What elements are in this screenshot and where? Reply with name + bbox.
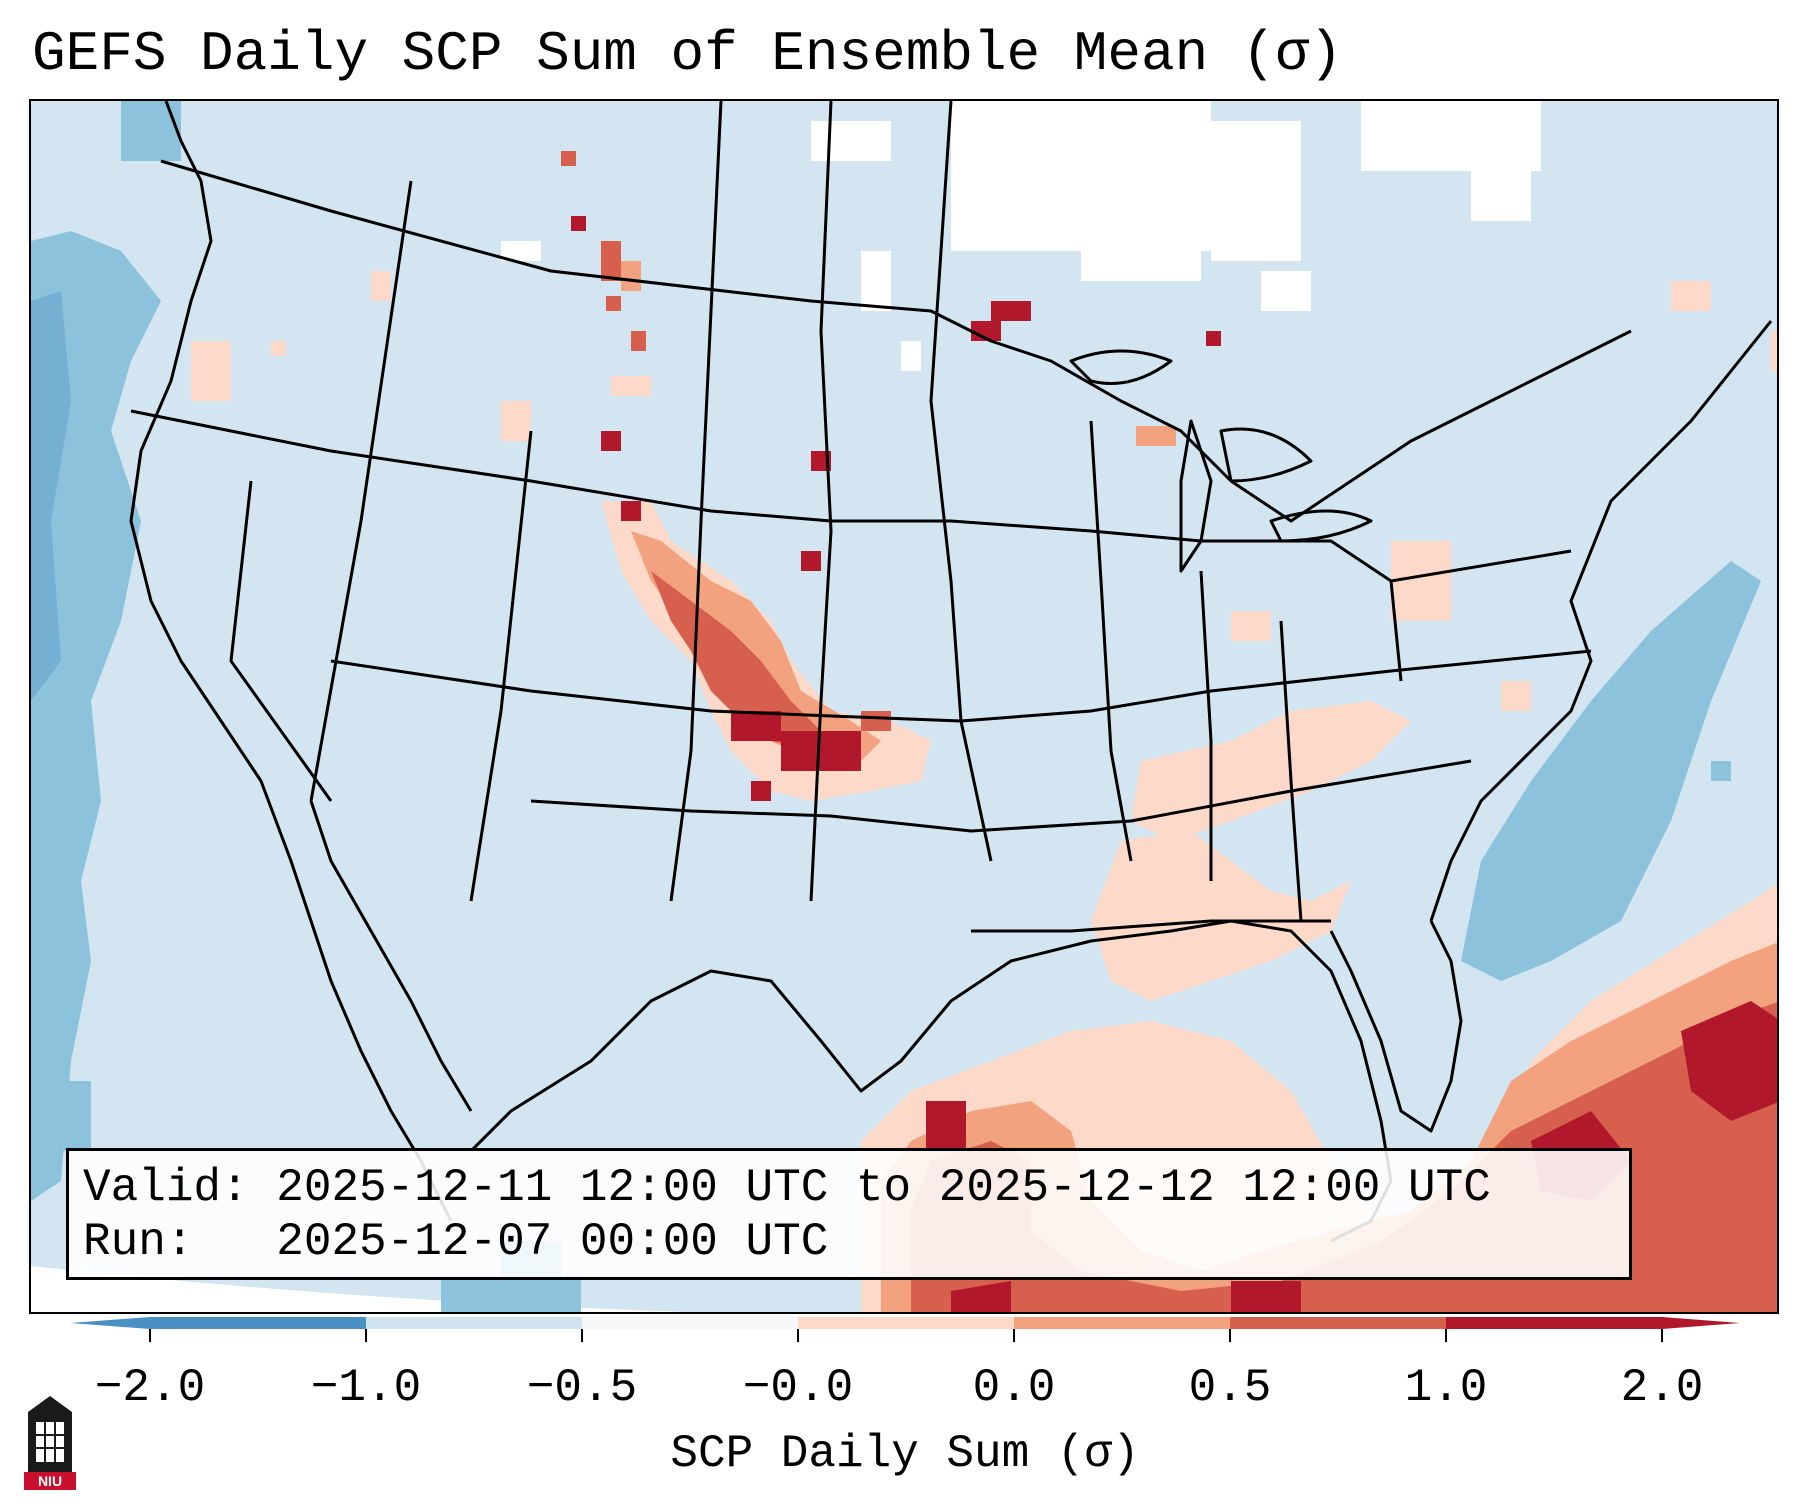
colorbar-bin-6 (1230, 1317, 1446, 1329)
coastlines-and-borders (129, 101, 1773, 1243)
map-panel (29, 99, 1779, 1314)
colorbar-tick-label: −1.0 (310, 1362, 422, 1414)
niu-logo-icon: NIU (24, 1396, 76, 1490)
colorbar-bin-5 (1014, 1317, 1230, 1329)
map-canvas (31, 101, 1777, 1312)
colorbar-extend-left (70, 1317, 150, 1329)
colorbar-tick-label: 2.0 (1620, 1362, 1704, 1414)
colorbar-axis-label: SCP Daily Sum (σ) (670, 1428, 1140, 1480)
colorbar-tick-label: −0.5 (526, 1362, 638, 1414)
colorbar-tick-label: 1.0 (1404, 1362, 1488, 1414)
colorbar-tick-label: −0.0 (742, 1362, 854, 1414)
colorbar-extend-right (1662, 1317, 1740, 1329)
pacific-negative-field (31, 101, 181, 1201)
colorbar (70, 1316, 1750, 1351)
colorbar-bin-2 (366, 1317, 582, 1329)
colorbar-bin-1 (150, 1317, 366, 1329)
colorbar-tick-label: 0.5 (1188, 1362, 1272, 1414)
colorbar-bin-7 (1446, 1317, 1662, 1329)
colorbar-bin-4 (798, 1317, 1014, 1329)
colorbar-bin-3 (582, 1317, 798, 1329)
colorbar-svg (70, 1317, 1740, 1342)
niu-logo: NIU (20, 1392, 80, 1497)
atlantic-negative-field (1461, 561, 1761, 981)
run-time-text: Run: 2025-12-07 00:00 UTC (83, 1216, 829, 1268)
colorbar-ticks (149, 1329, 1663, 1342)
map-title: GEFS Daily SCP Sum of Ensemble Mean (σ) (32, 22, 1343, 86)
valid-time-text: Valid: 2025-12-11 12:00 UTC to 2025-12-1… (83, 1162, 1491, 1214)
colorbar-tick-label: 0.0 (972, 1362, 1056, 1414)
colorbar-tick-label: −2.0 (94, 1362, 206, 1414)
canada-white-patches (501, 101, 1541, 371)
northern-red-specks (971, 281, 1777, 446)
montana-positive-specks (191, 151, 651, 441)
pacific-deeper-field (31, 291, 71, 701)
valid-run-info-box: Valid: 2025-12-11 12:00 UTC to 2025-12-1… (66, 1148, 1632, 1280)
southeast-positive-patches (1091, 541, 1531, 1001)
plains-positive-cluster (601, 431, 931, 801)
logo-text: NIU (38, 1473, 62, 1489)
